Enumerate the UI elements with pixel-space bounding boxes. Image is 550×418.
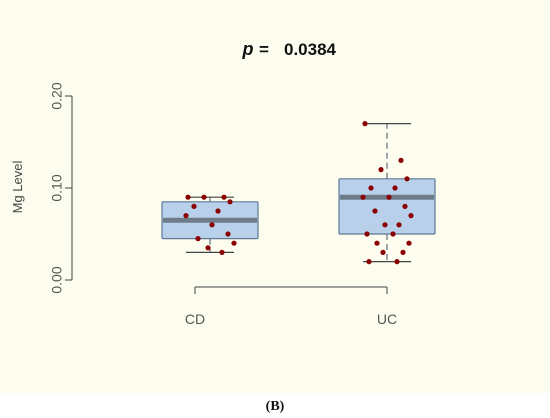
title-p-symbol: p	[242, 39, 254, 59]
data-point-uc	[400, 249, 406, 255]
data-point-cd	[191, 203, 197, 209]
x-tick-label-cd: CD	[185, 311, 205, 327]
y-axis: 0.00 0.10 0.20	[49, 82, 73, 294]
plot-panel-background	[0, 0, 550, 393]
x-axis: CD UC	[185, 286, 397, 327]
data-point-uc	[382, 222, 388, 228]
data-point-uc	[378, 167, 384, 173]
data-point-cd	[225, 231, 231, 237]
box-group-cd	[161, 194, 259, 255]
data-point-uc	[390, 231, 396, 237]
x-tick-label-uc: UC	[377, 311, 397, 327]
data-point-uc	[366, 259, 372, 265]
data-point-uc	[386, 194, 392, 200]
y-tick-label: 0.00	[49, 266, 65, 293]
data-point-cd	[227, 199, 233, 205]
chart-title: p = 0.0384	[242, 39, 337, 59]
data-point-uc	[404, 176, 410, 182]
data-point-cd	[219, 249, 225, 255]
data-point-uc	[368, 185, 374, 191]
data-point-uc	[396, 222, 402, 228]
data-point-cd	[205, 245, 211, 251]
data-point-cd	[195, 236, 201, 242]
y-tick-label: 0.20	[49, 82, 65, 109]
data-point-uc	[372, 208, 378, 214]
data-point-cd	[209, 222, 215, 228]
data-point-uc	[394, 259, 400, 265]
data-point-uc	[374, 240, 380, 246]
panel-label: (B)	[266, 399, 285, 414]
data-point-cd	[185, 194, 191, 200]
box-group-uc	[338, 121, 436, 265]
data-point-cd	[201, 194, 207, 200]
title-p-value: 0.0384	[284, 40, 337, 59]
data-point-uc	[402, 203, 408, 209]
boxes-layer	[161, 121, 436, 265]
data-point-uc	[408, 213, 414, 219]
data-point-cd	[221, 194, 227, 200]
data-point-cd	[215, 208, 221, 214]
data-point-uc	[406, 240, 412, 246]
data-point-uc	[380, 249, 386, 255]
data-point-uc	[392, 185, 398, 191]
title-equals-sign: =	[259, 40, 269, 59]
data-point-cd	[231, 240, 237, 246]
data-point-cd	[183, 213, 189, 219]
y-tick-label: 0.10	[49, 174, 65, 201]
data-point-uc	[398, 157, 404, 163]
data-point-uc	[360, 194, 366, 200]
iqr-box-uc	[338, 178, 436, 235]
data-point-uc	[364, 231, 370, 237]
y-axis-label: Mg Level	[10, 161, 25, 214]
data-point-uc	[362, 121, 368, 127]
